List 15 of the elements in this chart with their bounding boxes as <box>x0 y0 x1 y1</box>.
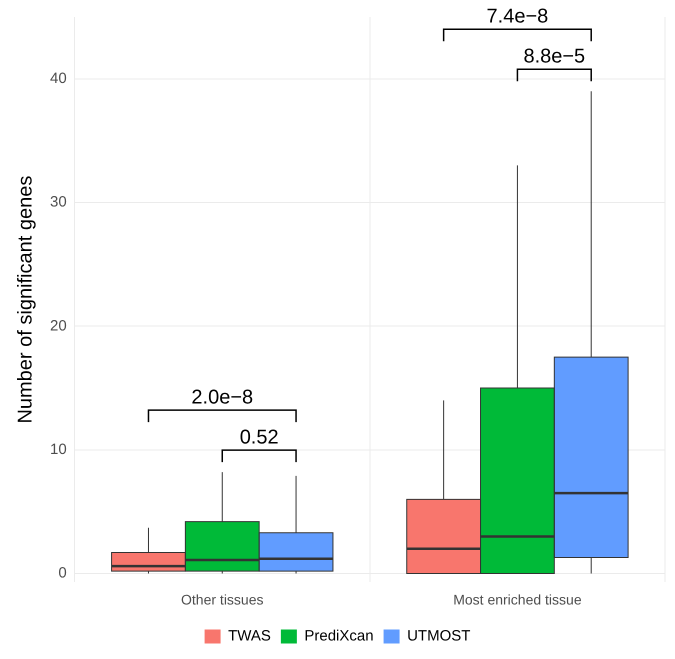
annotation: 0.52 <box>240 426 279 449</box>
annotation: 2.0e−8 <box>191 386 254 409</box>
legend-label: UTMOST <box>407 628 470 645</box>
x-tick-label: Other tissues <box>181 591 264 608</box>
x-tick-label: Most enriched tissue <box>453 591 582 608</box>
y-axis-title: Number of significant genes <box>14 176 37 424</box>
y-tick-label: 20 <box>50 317 67 334</box>
legend-label: TWAS <box>228 628 271 645</box>
annotation: 8.8e−5 <box>523 46 586 68</box>
legend-label: PrediXcan <box>304 628 374 645</box>
y-tick-label: 0 <box>58 564 67 582</box>
y-tick-label: 40 <box>50 70 67 87</box>
y-tick-label: 30 <box>50 194 67 211</box>
annotation: 7.4e−8 <box>486 6 548 28</box>
y-tick-label: 10 <box>50 441 67 458</box>
